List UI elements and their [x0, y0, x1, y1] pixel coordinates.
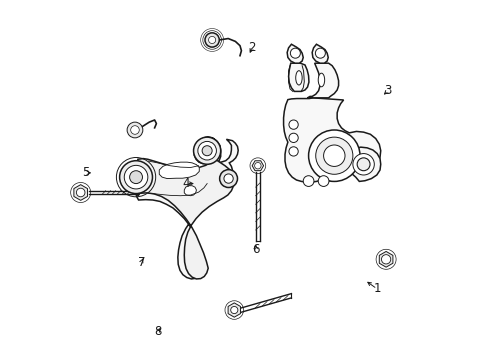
- Polygon shape: [287, 44, 303, 63]
- Circle shape: [202, 146, 212, 156]
- Text: 3: 3: [384, 84, 392, 97]
- Text: 5: 5: [82, 166, 90, 179]
- Text: 7: 7: [138, 256, 145, 269]
- Text: 4: 4: [182, 177, 190, 190]
- Circle shape: [130, 171, 143, 184]
- Circle shape: [124, 165, 148, 189]
- Polygon shape: [379, 251, 393, 267]
- Circle shape: [198, 141, 217, 160]
- Polygon shape: [228, 303, 241, 317]
- Circle shape: [289, 147, 298, 156]
- Circle shape: [318, 176, 329, 186]
- Polygon shape: [289, 63, 309, 91]
- Circle shape: [357, 158, 370, 171]
- Text: 2: 2: [248, 41, 256, 54]
- Ellipse shape: [318, 73, 325, 87]
- Circle shape: [316, 137, 353, 174]
- Circle shape: [309, 130, 360, 181]
- Text: 6: 6: [252, 243, 260, 256]
- Circle shape: [323, 145, 345, 166]
- Polygon shape: [74, 185, 88, 201]
- Circle shape: [303, 176, 314, 186]
- Circle shape: [220, 170, 238, 188]
- Circle shape: [76, 188, 85, 197]
- Circle shape: [209, 36, 216, 44]
- Circle shape: [120, 161, 152, 194]
- Polygon shape: [252, 161, 264, 171]
- Polygon shape: [184, 186, 196, 196]
- Circle shape: [353, 154, 374, 175]
- Circle shape: [194, 137, 220, 164]
- Circle shape: [291, 48, 300, 58]
- Polygon shape: [346, 147, 381, 181]
- Circle shape: [224, 174, 233, 183]
- Circle shape: [255, 162, 261, 169]
- Polygon shape: [159, 162, 199, 179]
- Circle shape: [231, 306, 238, 314]
- Polygon shape: [284, 98, 381, 182]
- Polygon shape: [138, 137, 234, 279]
- Circle shape: [381, 255, 391, 264]
- Circle shape: [205, 33, 220, 47]
- Circle shape: [131, 126, 139, 134]
- Circle shape: [127, 122, 143, 138]
- Polygon shape: [136, 139, 238, 279]
- Circle shape: [289, 120, 298, 129]
- Polygon shape: [308, 63, 339, 98]
- Circle shape: [316, 48, 325, 58]
- Polygon shape: [312, 44, 328, 63]
- Text: 8: 8: [154, 325, 161, 338]
- Text: 1: 1: [373, 283, 381, 296]
- Circle shape: [289, 133, 298, 143]
- Ellipse shape: [296, 71, 302, 85]
